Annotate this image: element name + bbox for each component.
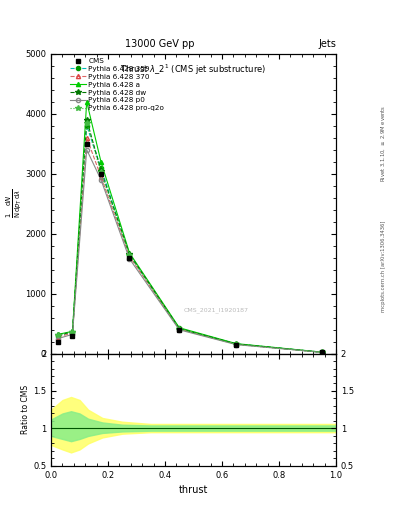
Pythia 6.428 p0 bbox=[99, 177, 103, 183]
Pythia 6.428 pro-q2o bbox=[84, 120, 89, 126]
Pythia 6.428 370 bbox=[127, 253, 132, 260]
CMS bbox=[234, 342, 239, 348]
Pythia 6.428 pro-q2o bbox=[177, 326, 182, 332]
Pythia 6.428 359 bbox=[234, 341, 239, 347]
Pythia 6.428 359 bbox=[99, 164, 103, 170]
Pythia 6.428 p0 bbox=[177, 327, 182, 333]
Pythia 6.428 dw bbox=[99, 167, 103, 174]
Pythia 6.428 pro-q2o bbox=[320, 349, 324, 355]
Pythia 6.428 370 bbox=[99, 174, 103, 180]
Pythia 6.428 dw bbox=[84, 117, 89, 123]
Text: Jets: Jets bbox=[318, 38, 336, 49]
Pythia 6.428 359 bbox=[177, 325, 182, 331]
CMS bbox=[56, 338, 61, 345]
Pythia 6.428 a bbox=[70, 328, 75, 334]
CMS bbox=[320, 349, 324, 355]
Pythia 6.428 pro-q2o bbox=[56, 332, 61, 338]
X-axis label: thrust: thrust bbox=[179, 485, 208, 495]
Pythia 6.428 359 bbox=[320, 349, 324, 355]
Pythia 6.428 p0 bbox=[234, 342, 239, 348]
Text: Rivet 3.1.10, $\geq$ 2.9M events: Rivet 3.1.10, $\geq$ 2.9M events bbox=[379, 105, 387, 182]
Pythia 6.428 p0 bbox=[320, 349, 324, 355]
Pythia 6.428 dw bbox=[56, 332, 61, 338]
Y-axis label: $\frac{1}{\mathrm{N}} \frac{\mathrm{d}N}{\mathrm{d}p_T\,\mathrm{d}\lambda}$: $\frac{1}{\mathrm{N}} \frac{\mathrm{d}N}… bbox=[4, 189, 24, 219]
Pythia 6.428 pro-q2o bbox=[234, 342, 239, 348]
Pythia 6.428 a bbox=[99, 159, 103, 165]
Text: mcplots.cern.ch [arXiv:1306.3436]: mcplots.cern.ch [arXiv:1306.3436] bbox=[381, 221, 386, 312]
Pythia 6.428 a bbox=[56, 331, 61, 337]
Line: Pythia 6.428 pro-q2o: Pythia 6.428 pro-q2o bbox=[55, 120, 325, 355]
Line: CMS: CMS bbox=[56, 142, 324, 354]
Line: Pythia 6.428 359: Pythia 6.428 359 bbox=[56, 123, 324, 354]
Pythia 6.428 p0 bbox=[56, 335, 61, 342]
Legend: CMS, Pythia 6.428 359, Pythia 6.428 370, Pythia 6.428 a, Pythia 6.428 dw, Pythia: CMS, Pythia 6.428 359, Pythia 6.428 370,… bbox=[67, 55, 167, 114]
Pythia 6.428 359 bbox=[70, 329, 75, 335]
Pythia 6.428 pro-q2o bbox=[127, 252, 132, 258]
Line: Pythia 6.428 a: Pythia 6.428 a bbox=[56, 100, 324, 354]
Pythia 6.428 370 bbox=[56, 334, 61, 340]
CMS bbox=[177, 327, 182, 333]
Pythia 6.428 dw bbox=[70, 329, 75, 335]
Text: 13000 GeV pp: 13000 GeV pp bbox=[125, 38, 194, 49]
Pythia 6.428 pro-q2o bbox=[99, 169, 103, 176]
Pythia 6.428 a bbox=[127, 250, 132, 256]
Pythia 6.428 370 bbox=[320, 349, 324, 355]
Pythia 6.428 pro-q2o bbox=[70, 329, 75, 335]
Pythia 6.428 p0 bbox=[84, 146, 89, 153]
Text: Thrust $\lambda\_2^1$ (CMS jet substructure): Thrust $\lambda\_2^1$ (CMS jet substruct… bbox=[120, 63, 267, 77]
Pythia 6.428 dw bbox=[177, 326, 182, 332]
Pythia 6.428 359 bbox=[84, 123, 89, 129]
Pythia 6.428 dw bbox=[320, 349, 324, 355]
Pythia 6.428 370 bbox=[84, 135, 89, 141]
Pythia 6.428 p0 bbox=[70, 331, 75, 337]
Pythia 6.428 370 bbox=[234, 341, 239, 347]
Line: Pythia 6.428 dw: Pythia 6.428 dw bbox=[55, 117, 325, 355]
Pythia 6.428 359 bbox=[127, 251, 132, 258]
Pythia 6.428 370 bbox=[177, 326, 182, 332]
Pythia 6.428 a bbox=[84, 99, 89, 105]
Pythia 6.428 a bbox=[320, 349, 324, 355]
Pythia 6.428 dw bbox=[127, 251, 132, 257]
CMS bbox=[127, 254, 132, 261]
Line: Pythia 6.428 370: Pythia 6.428 370 bbox=[56, 136, 324, 354]
Line: Pythia 6.428 p0: Pythia 6.428 p0 bbox=[56, 147, 324, 354]
Y-axis label: Ratio to CMS: Ratio to CMS bbox=[21, 385, 30, 434]
Pythia 6.428 359 bbox=[56, 332, 61, 338]
Pythia 6.428 p0 bbox=[127, 255, 132, 262]
Pythia 6.428 dw bbox=[234, 341, 239, 347]
CMS bbox=[99, 170, 103, 177]
Pythia 6.428 370 bbox=[70, 330, 75, 336]
CMS bbox=[70, 332, 75, 338]
Pythia 6.428 a bbox=[177, 325, 182, 331]
Text: CMS_2021_I1920187: CMS_2021_I1920187 bbox=[184, 308, 249, 313]
CMS bbox=[84, 141, 89, 147]
Pythia 6.428 a bbox=[234, 340, 239, 347]
